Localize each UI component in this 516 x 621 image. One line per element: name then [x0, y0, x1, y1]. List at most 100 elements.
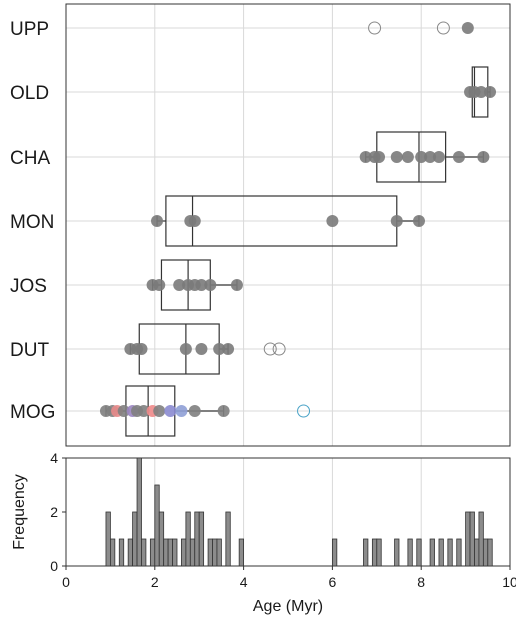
- outlier-point: [272, 342, 286, 356]
- histogram-bar: [394, 538, 400, 567]
- data-point: [326, 215, 339, 227]
- histogram-bar: [158, 511, 165, 567]
- data-point: [188, 405, 201, 417]
- data-point: [359, 151, 372, 163]
- y-tick-label: 4: [50, 450, 58, 466]
- histogram-bar: [331, 538, 338, 567]
- x-tick-label: 8: [417, 574, 425, 590]
- data-point: [424, 151, 437, 163]
- outlier-point: [368, 21, 382, 35]
- histogram-bar: [198, 511, 205, 567]
- data-point: [188, 215, 201, 227]
- histogram-bar: [447, 538, 453, 567]
- data-point: [179, 343, 192, 355]
- data-point: [204, 279, 217, 291]
- histogram-bar: [132, 511, 138, 567]
- histogram-bar: [194, 511, 200, 567]
- boxplot-panel: UPP OLD CHA MON JOS DUT MOG: [10, 3, 511, 447]
- data-point: [135, 343, 148, 355]
- histogram-bar: [149, 538, 156, 567]
- category-label: MON: [10, 212, 54, 233]
- outlier-point: [263, 342, 277, 356]
- data-point: [230, 279, 243, 291]
- histogram-bar: [212, 538, 218, 567]
- histogram-bar: [416, 538, 422, 567]
- histogram-bar: [207, 538, 213, 567]
- histogram-bar: [141, 538, 147, 567]
- data-point: [195, 279, 208, 291]
- data-point: [475, 86, 488, 98]
- histogram-bar: [185, 511, 191, 567]
- histogram-bar: [181, 538, 187, 567]
- data-point: [222, 343, 235, 355]
- x-tick-label: 0: [62, 574, 70, 590]
- x-tick-label: 2: [151, 574, 159, 590]
- histogram-bar: [376, 538, 382, 567]
- data-point: [153, 405, 166, 417]
- data-point: [217, 405, 230, 417]
- data-point: [452, 151, 465, 163]
- histogram-bar: [465, 511, 471, 567]
- category-label: DUT: [10, 340, 49, 361]
- data-point: [484, 86, 497, 98]
- histogram-bar: [407, 538, 413, 567]
- histogram-bar: [172, 538, 178, 567]
- data-point: [401, 151, 414, 163]
- histogram-bar: [163, 538, 169, 567]
- x-tick-label: 10: [502, 574, 516, 590]
- data-point: [477, 151, 490, 163]
- y-tick-label: 0: [50, 558, 58, 574]
- histogram-bar: [371, 538, 378, 567]
- histogram-bar: [127, 538, 134, 567]
- data-point: [390, 215, 403, 227]
- outlier-point: [297, 404, 311, 418]
- histogram-bar: [456, 538, 462, 567]
- histogram-bar: [478, 511, 484, 567]
- plot-frame: [65, 3, 511, 447]
- category-label: UPP: [10, 19, 49, 40]
- outlier-point: [436, 21, 450, 35]
- histogram-bar: [167, 538, 173, 567]
- data-point: [175, 405, 188, 417]
- histogram-bar: [487, 538, 493, 567]
- data-point: [432, 151, 445, 163]
- category-label: OLD: [10, 83, 49, 104]
- histogram-bar: [474, 538, 480, 567]
- histogram-bar: [118, 538, 125, 567]
- data-point: [373, 151, 386, 163]
- histogram-bar: [189, 538, 196, 567]
- x-tick-label: 6: [329, 574, 337, 590]
- data-point: [164, 405, 177, 417]
- x-tick-label: 4: [240, 574, 248, 590]
- data-point: [153, 279, 166, 291]
- category-label: MOG: [10, 402, 55, 423]
- histogram-bar: [429, 538, 435, 567]
- y-axis-title: Frequency: [11, 474, 28, 550]
- histogram-bar: [154, 484, 160, 567]
- y-tick-label: 2: [50, 504, 58, 520]
- data-point: [173, 279, 186, 291]
- data-point: [137, 405, 150, 417]
- category-label: JOS: [10, 276, 47, 297]
- data-point: [117, 405, 130, 417]
- histogram-bar: [438, 538, 444, 567]
- data-point: [390, 151, 403, 163]
- data-point: [415, 151, 428, 163]
- data-point: [213, 343, 226, 355]
- data-point: [412, 215, 425, 227]
- histogram-bar: [105, 511, 111, 567]
- histogram-bar: [482, 538, 489, 567]
- data-point: [195, 343, 208, 355]
- histogram-bar: [110, 538, 116, 567]
- data-point: [151, 215, 164, 227]
- x-axis-title: Age (Myr): [253, 598, 323, 615]
- histogram-panel: 0 2 4 0 2 4 6 8 10 Age (Myr) Frequency: [11, 450, 516, 615]
- data-point: [461, 22, 474, 34]
- histogram-bar: [238, 538, 245, 567]
- category-label: CHA: [10, 148, 50, 169]
- histogram-bar: [363, 538, 369, 567]
- histogram-bar: [136, 457, 142, 567]
- histogram-bar: [216, 538, 222, 567]
- histogram-bar: [469, 511, 475, 567]
